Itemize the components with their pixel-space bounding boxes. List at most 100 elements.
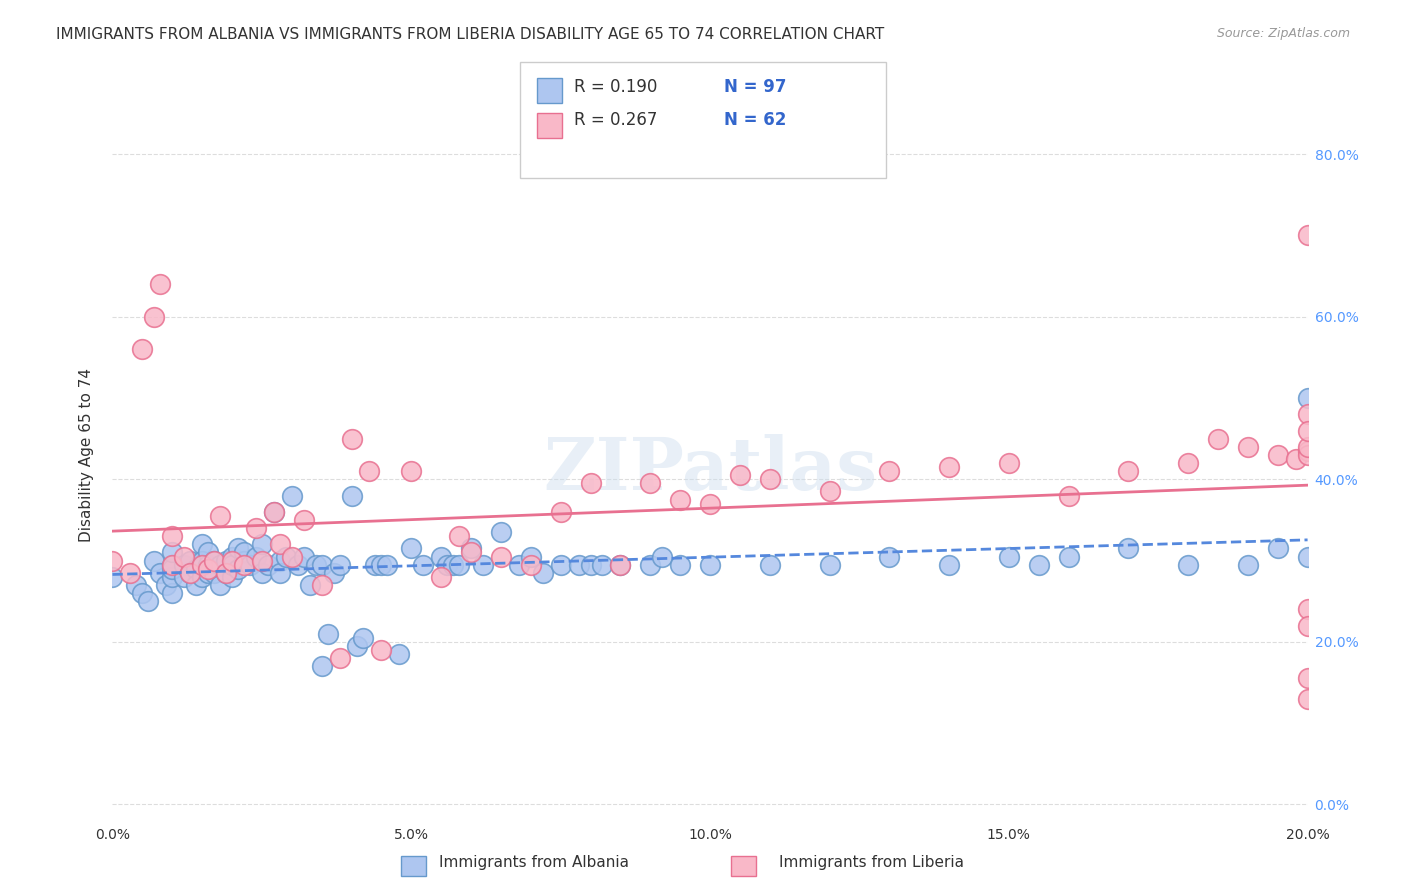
Point — [233, 545, 256, 559]
Point — [1296, 618, 1319, 632]
Point — [1296, 424, 1319, 438]
Point — [1296, 440, 1319, 454]
Point — [430, 570, 453, 584]
Point — [1118, 541, 1140, 556]
Point — [162, 586, 183, 600]
Point — [879, 464, 901, 478]
Point — [131, 586, 153, 600]
Point — [1296, 549, 1319, 564]
Point — [879, 549, 901, 564]
Point — [245, 549, 267, 564]
Point — [1296, 391, 1319, 405]
Point — [311, 578, 333, 592]
Point — [1296, 448, 1319, 462]
Point — [221, 553, 243, 567]
Point — [1296, 691, 1319, 706]
Point — [669, 558, 692, 572]
Point — [197, 558, 219, 572]
Point — [998, 456, 1021, 470]
Point — [449, 529, 471, 543]
Point — [818, 484, 841, 499]
Point — [281, 549, 304, 564]
Point — [550, 505, 572, 519]
Point — [472, 558, 495, 572]
Point — [202, 553, 225, 567]
Point — [250, 537, 273, 551]
Point — [292, 513, 315, 527]
Point — [1296, 407, 1319, 421]
Point — [209, 558, 232, 572]
Point — [173, 570, 195, 584]
Point — [274, 549, 297, 564]
Point — [215, 566, 238, 580]
Point — [592, 558, 614, 572]
Point — [609, 558, 631, 572]
Point — [579, 476, 602, 491]
Point — [179, 553, 201, 567]
Point — [1267, 541, 1289, 556]
Point — [1177, 456, 1199, 470]
Point — [460, 545, 482, 559]
Point — [250, 553, 273, 567]
Point — [1296, 228, 1319, 243]
Text: IMMIGRANTS FROM ALBANIA VS IMMIGRANTS FROM LIBERIA DISABILITY AGE 65 TO 74 CORRE: IMMIGRANTS FROM ALBANIA VS IMMIGRANTS FR… — [56, 27, 884, 42]
Point — [388, 647, 411, 661]
Text: N = 97: N = 97 — [724, 78, 786, 96]
Point — [162, 562, 183, 576]
Point — [215, 566, 238, 580]
Point — [245, 521, 267, 535]
Point — [226, 541, 249, 556]
Text: Immigrants from Liberia: Immigrants from Liberia — [779, 855, 965, 870]
Point — [162, 558, 183, 572]
Point — [173, 549, 195, 564]
Point — [233, 558, 256, 572]
Point — [263, 505, 285, 519]
Point — [292, 549, 315, 564]
Point — [579, 558, 602, 572]
Point — [179, 566, 201, 580]
Point — [1285, 452, 1308, 467]
Point — [281, 489, 304, 503]
Point — [669, 492, 692, 507]
Point — [1177, 558, 1199, 572]
Point — [162, 558, 183, 572]
Point — [186, 562, 208, 576]
Point — [436, 558, 458, 572]
Point — [699, 497, 721, 511]
Point — [531, 566, 554, 580]
Point — [520, 549, 543, 564]
Text: Immigrants from Albania: Immigrants from Albania — [439, 855, 630, 870]
Point — [138, 594, 160, 608]
Point — [359, 464, 381, 478]
Point — [401, 541, 423, 556]
Point — [412, 558, 434, 572]
Point — [239, 558, 262, 572]
Point — [191, 553, 214, 567]
Point — [191, 570, 214, 584]
Point — [651, 549, 673, 564]
Text: R = 0.267: R = 0.267 — [574, 112, 657, 129]
Point — [179, 566, 201, 580]
Point — [101, 553, 124, 567]
Point — [1237, 440, 1260, 454]
Point — [162, 529, 183, 543]
Point — [322, 566, 344, 580]
Point — [489, 549, 512, 564]
Point — [269, 566, 291, 580]
Text: R = 0.190: R = 0.190 — [574, 78, 657, 96]
Point — [401, 464, 423, 478]
Point — [143, 553, 166, 567]
Point — [998, 549, 1021, 564]
Point — [226, 562, 249, 576]
Point — [269, 553, 291, 567]
Point — [489, 525, 512, 540]
Point — [728, 468, 751, 483]
Point — [162, 570, 183, 584]
Point — [640, 558, 662, 572]
Point — [155, 578, 177, 592]
Point — [818, 558, 841, 572]
Point — [430, 549, 453, 564]
Point — [1267, 448, 1289, 462]
Point — [568, 558, 591, 572]
Point — [1237, 558, 1260, 572]
